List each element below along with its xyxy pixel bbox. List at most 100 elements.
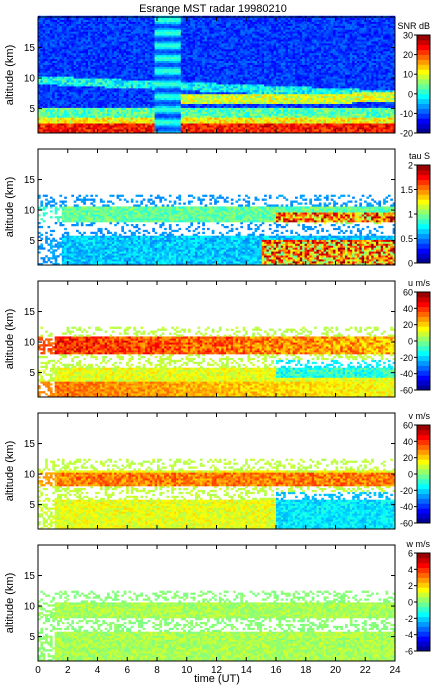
- heatmap-cell: [64, 80, 67, 83]
- heatmap-cell: [85, 23, 89, 26]
- heatmap-cell: [78, 19, 82, 22]
- heatmap-cell: [149, 45, 153, 48]
- heatmap-cell: [197, 109, 201, 112]
- heatmap-cell: [178, 82, 182, 85]
- heatmap-cell: [154, 62, 158, 65]
- heatmap-cell: [90, 78, 94, 81]
- heatmap-cell: [92, 68, 96, 71]
- heatmap-cell: [226, 131, 229, 134]
- heatmap-cell: [161, 43, 165, 46]
- heatmap-cell: [59, 78, 63, 81]
- heatmap-cell: [230, 64, 234, 67]
- heatmap-cell: [52, 99, 55, 103]
- heatmap-cell: [176, 41, 179, 44]
- heatmap-cell: [180, 78, 184, 81]
- heatmap-cell: [178, 66, 182, 69]
- heatmap-cell: [114, 64, 117, 67]
- heatmap-cell: [104, 74, 108, 77]
- heatmap-cell: [223, 52, 227, 56]
- heatmap-cell: [209, 37, 213, 40]
- heatmap-cell: [66, 60, 70, 63]
- heatmap-cell: [197, 123, 201, 126]
- heatmap-cell: [61, 21, 65, 24]
- heatmap-cell: [233, 91, 236, 95]
- heatmap-cell: [147, 19, 151, 22]
- heatmap-cell: [166, 90, 170, 93]
- heatmap-cell: [178, 43, 182, 46]
- heatmap-cell: [45, 41, 48, 44]
- heatmap-cell: [102, 19, 105, 22]
- heatmap-cell: [161, 93, 165, 97]
- heatmap-cell: [149, 99, 153, 103]
- heatmap-cell: [199, 125, 203, 128]
- heatmap-cell: [159, 123, 163, 126]
- heatmap-cell: [104, 127, 108, 130]
- heatmap-cell: [178, 80, 182, 83]
- heatmap-cell: [185, 31, 189, 34]
- heatmap-cell: [233, 62, 236, 65]
- heatmap-cell: [180, 31, 184, 34]
- heatmap-cell: [128, 101, 132, 104]
- heatmap-cell: [71, 80, 74, 83]
- heatmap-cell: [97, 109, 101, 112]
- heatmap-cell: [99, 41, 103, 44]
- heatmap-cell: [176, 127, 179, 130]
- heatmap-cell: [49, 19, 53, 22]
- heatmap-cell: [221, 93, 224, 97]
- heatmap-cell: [107, 60, 110, 63]
- heatmap-cell: [73, 19, 77, 22]
- heatmap-cell: [99, 58, 103, 62]
- heatmap-cell: [87, 17, 91, 20]
- heatmap-cell: [159, 45, 163, 48]
- heatmap-cell: [38, 101, 41, 104]
- heatmap-cell: [228, 125, 232, 128]
- heatmap-cell: [145, 19, 148, 22]
- heatmap-cell: [133, 25, 136, 28]
- heatmap-cell: [228, 121, 232, 124]
- heatmap-cell: [206, 58, 210, 62]
- heatmap-cell: [66, 111, 70, 114]
- heatmap-cell: [223, 84, 227, 87]
- heatmap-cell: [42, 54, 46, 58]
- heatmap-cell: [209, 76, 213, 79]
- heatmap-cell: [47, 117, 51, 120]
- heatmap-cell: [145, 91, 148, 95]
- heatmap-cell: [159, 86, 163, 89]
- heatmap-cell: [180, 25, 184, 28]
- heatmap-cell: [38, 21, 41, 24]
- heatmap-cell: [183, 56, 186, 60]
- heatmap-cell: [111, 17, 115, 20]
- heatmap-cell: [61, 41, 65, 44]
- heatmap-cell: [116, 54, 120, 58]
- heatmap-cell: [57, 48, 60, 52]
- heatmap-cell: [45, 119, 48, 122]
- heatmap-cell: [92, 93, 96, 97]
- heatmap-cell: [83, 37, 86, 40]
- heatmap-cell: [45, 35, 48, 38]
- heatmap-cell: [109, 125, 113, 128]
- heatmap-cell: [80, 21, 84, 24]
- heatmap-cell: [159, 52, 163, 56]
- heatmap-cell: [204, 131, 208, 134]
- heatmap-cell: [80, 70, 84, 73]
- heatmap-cell: [54, 91, 58, 95]
- heatmap-cell: [149, 25, 153, 28]
- heatmap-cell: [38, 78, 41, 81]
- heatmap-cell: [42, 103, 46, 106]
- heatmap-cell: [190, 97, 193, 101]
- heatmap-cell: [137, 52, 141, 56]
- heatmap-cell: [76, 60, 79, 63]
- heatmap-cell: [147, 93, 151, 97]
- heatmap-cell: [185, 103, 189, 106]
- heatmap-cell: [145, 52, 148, 56]
- heatmap-cell: [199, 60, 203, 63]
- heatmap-cell: [154, 117, 158, 120]
- heatmap-cell: [164, 127, 167, 130]
- heatmap-cell: [230, 109, 234, 112]
- heatmap-cell: [78, 37, 82, 40]
- heatmap-cell: [164, 125, 167, 128]
- heatmap-cell: [190, 131, 193, 134]
- heatmap-cell: [149, 62, 153, 65]
- heatmap-cell: [107, 19, 110, 22]
- heatmap-cell: [190, 78, 193, 81]
